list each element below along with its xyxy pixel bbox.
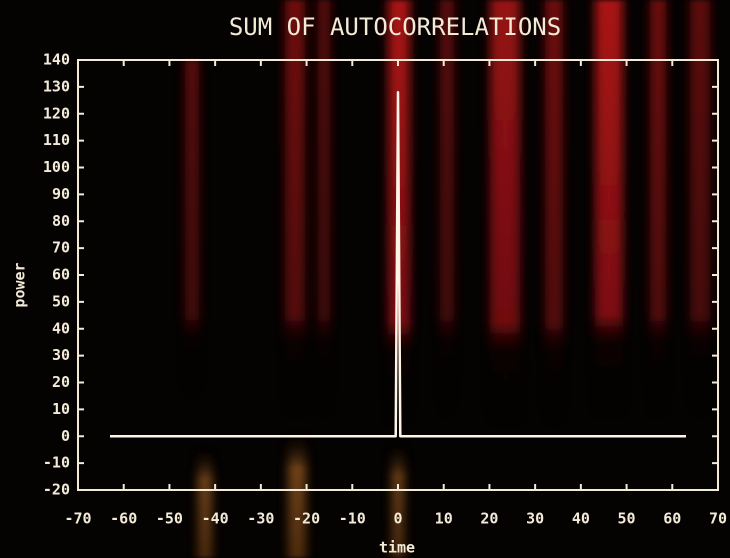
y-tick-label: 100 [43,158,70,176]
x-tick-label: -40 [202,510,229,528]
x-tick-label: 0 [393,510,402,528]
y-tick-label: 90 [52,185,70,203]
x-tick-label: 60 [663,510,681,528]
x-tick-label: -10 [339,510,366,528]
chart-title: SUM OF AUTOCORRELATIONS [229,13,561,41]
y-tick-label: 50 [52,292,70,310]
y-tick-label: 10 [52,400,70,418]
y-axis-label: power [11,262,29,307]
y-tick-label: 110 [43,131,70,149]
x-tick-label: 70 [709,510,727,528]
x-tick-label: 40 [572,510,590,528]
x-tick-label: -70 [64,510,91,528]
y-tick-label: 40 [52,319,70,337]
x-tick-label: -20 [293,510,320,528]
data-line [110,91,686,438]
x-tick-label: 20 [480,510,498,528]
background-streaks [185,0,710,558]
y-tick-label: 80 [52,212,70,230]
y-tick-label: 30 [52,346,70,364]
x-tick-label: 10 [435,510,453,528]
y-tick-label: 130 [43,77,70,95]
y-tick-label: 120 [43,104,70,122]
x-axis-label: time [379,539,415,557]
x-tick-label: -50 [156,510,183,528]
x-tick-label: -30 [247,510,274,528]
y-tick-label: 0 [61,427,70,445]
x-tick-label: 30 [526,510,544,528]
y-tick-label: 60 [52,266,70,284]
y-tick-label: -20 [43,481,70,499]
y-tick-label: 70 [52,239,70,257]
y-tick-label: 140 [43,51,70,69]
x-tick-label: -60 [110,510,137,528]
y-tick-label: 20 [52,373,70,391]
y-tick-label: -10 [43,454,70,472]
x-tick-label: 50 [618,510,636,528]
